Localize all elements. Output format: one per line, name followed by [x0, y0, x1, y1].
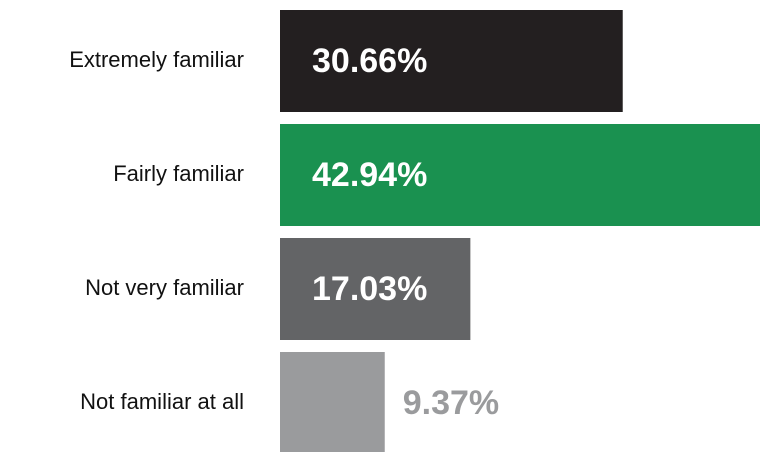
category-label: Not familiar at all — [80, 389, 244, 414]
bar — [280, 10, 623, 112]
category-label: Extremely familiar — [69, 47, 244, 72]
value-label: 17.03% — [312, 270, 427, 308]
value-label: 9.37% — [403, 384, 499, 422]
bar — [280, 352, 385, 452]
value-label: 42.94% — [312, 156, 427, 194]
bar — [280, 238, 471, 340]
bar — [280, 124, 760, 226]
category-label: Not very familiar — [85, 275, 244, 300]
category-label: Fairly familiar — [113, 161, 244, 186]
value-label: 30.66% — [312, 42, 427, 80]
